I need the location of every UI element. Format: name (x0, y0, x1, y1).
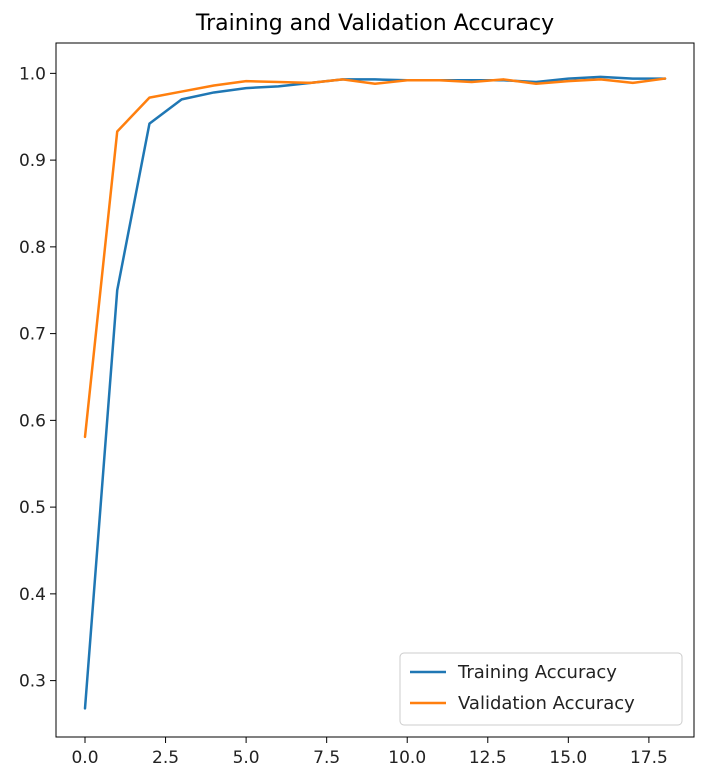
series-layer (83, 75, 667, 710)
x-tick-label: 0.0 (71, 748, 98, 768)
series-line-validation-accuracy (83, 77, 667, 439)
y-tick-label: 0.5 (19, 498, 46, 518)
legend-label: Validation Accuracy (458, 693, 635, 714)
chart-title: Training and Validation Accuracy (195, 11, 554, 36)
y-tick-label: 0.3 (19, 672, 46, 692)
x-tick-label: 7.5 (313, 748, 340, 768)
y-tick-label: 1.0 (19, 64, 46, 84)
y-tick-label: 0.9 (19, 151, 46, 171)
series-line-training-accuracy (83, 75, 667, 710)
x-tick-label: 15.0 (549, 748, 587, 768)
x-tick-label: 17.5 (630, 748, 668, 768)
legend-label: Training Accuracy (457, 662, 617, 683)
x-tick-label: 2.5 (152, 748, 179, 768)
y-tick-label: 0.4 (19, 585, 46, 605)
x-tick-label: 10.0 (388, 748, 426, 768)
x-axis: 0.0 2.5 5.0 7.5 10.0 12.5 15.0 17.5 (71, 737, 668, 768)
x-tick-label: 5.0 (233, 748, 260, 768)
y-tick-label: 0.6 (19, 411, 46, 431)
y-tick-label: 0.7 (19, 325, 46, 345)
legend-box (399, 652, 683, 726)
y-axis: 0.3 0.4 0.5 0.6 0.7 0.8 0.9 1.0 (19, 64, 56, 692)
plot-frame (55, 42, 695, 738)
legend: Training Accuracy Validation Accuracy (399, 652, 683, 726)
x-tick-label: 12.5 (469, 748, 507, 768)
y-tick-label: 0.8 (19, 238, 46, 258)
